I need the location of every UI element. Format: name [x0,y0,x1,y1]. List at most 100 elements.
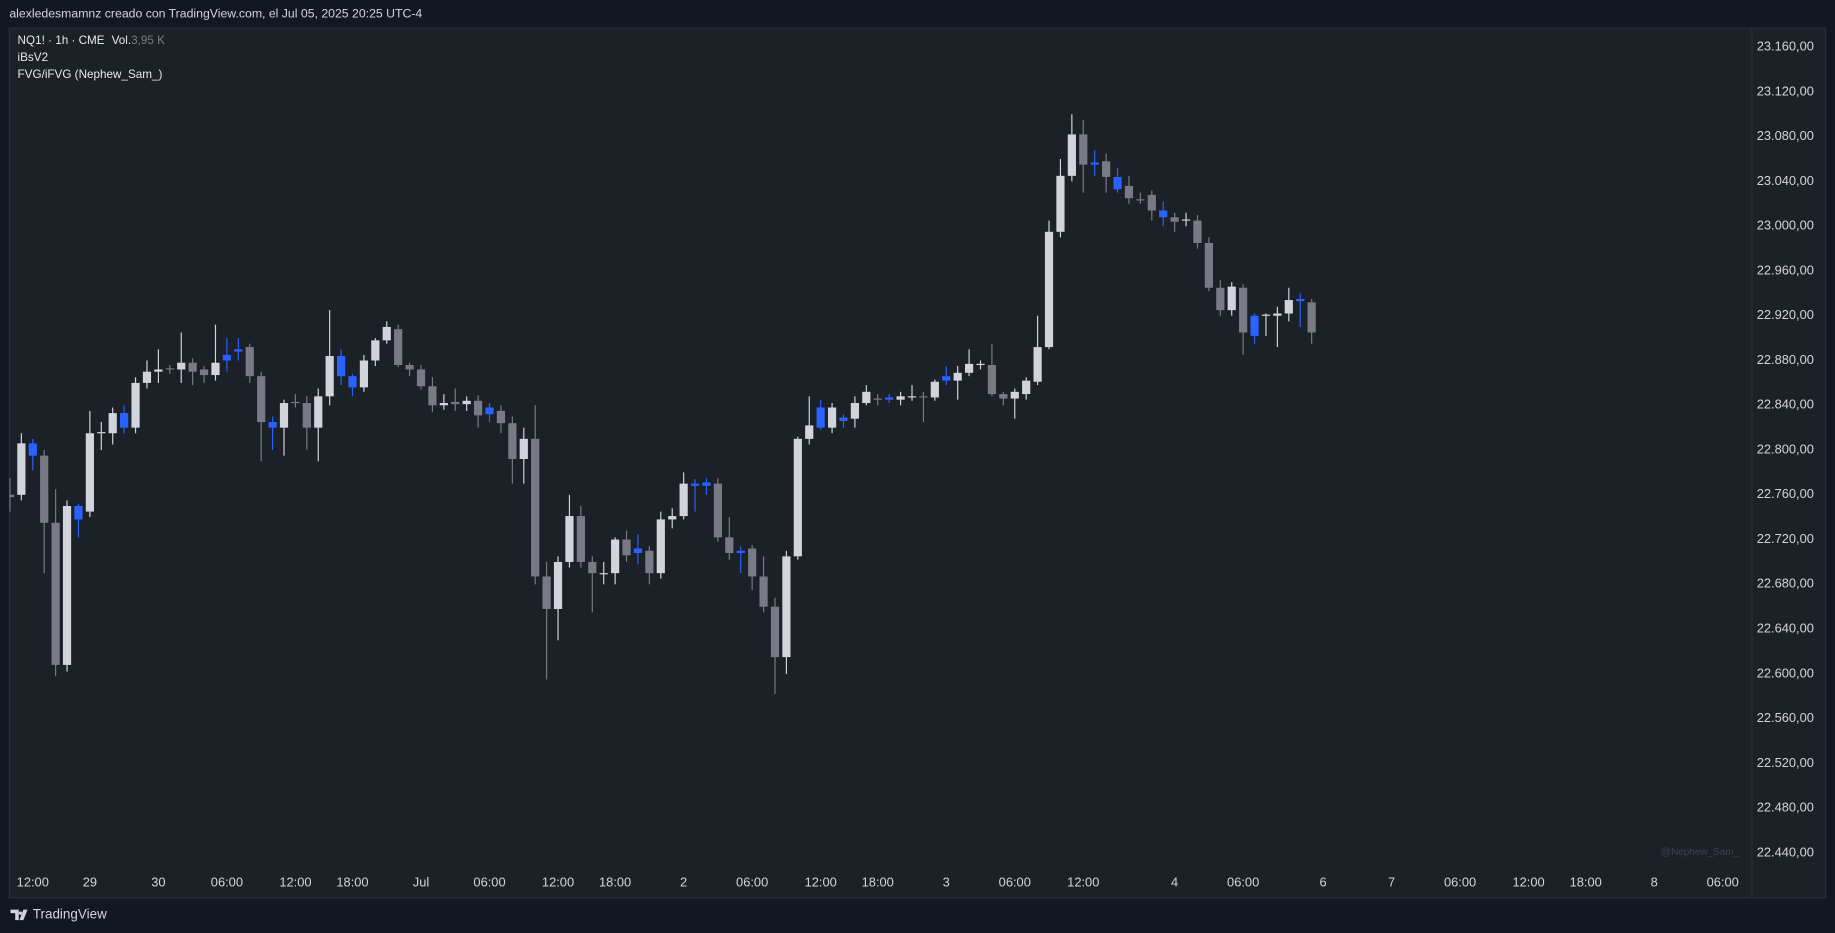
candle-body [1261,314,1271,316]
x-tick-label: 3 [943,875,950,890]
candle-body [234,349,243,352]
candle-body [1159,210,1168,218]
candle-body [245,347,254,377]
candle-body [1147,194,1156,211]
candle-body [314,396,323,428]
candle-body [668,516,677,520]
candle-body [9,494,15,498]
candle-body [382,326,391,341]
x-tick-label: 06:00 [999,875,1031,890]
candle-body [348,376,357,388]
y-tick-label: 22.840,00 [1757,397,1814,412]
candle-body [953,372,962,381]
candle-body [74,505,83,520]
x-tick-label: 12:00 [542,875,574,890]
candle-body [508,423,517,459]
candle-body [1227,286,1236,311]
y-tick-label: 22.520,00 [1757,755,1814,770]
candle-body [28,443,37,456]
candle-body [142,371,152,383]
candle-body [325,356,334,397]
candle-body [1033,347,1042,382]
candle-body [199,369,209,376]
candle-body [679,483,688,517]
candle-body [1216,287,1225,311]
symbol: NQ1! · 1h · CME [18,34,105,47]
x-tick-label: 12:00 [805,875,837,890]
candle-body [1079,134,1088,165]
candle-body [930,381,939,398]
candle-body [633,548,643,554]
candle-body [1113,176,1122,190]
candle-body [439,403,448,406]
y-tick-label: 23.080,00 [1757,128,1814,143]
y-tick-label: 23.040,00 [1757,173,1814,188]
candle-body [862,391,871,404]
candle-body [553,561,563,609]
y-tick-label: 23.000,00 [1757,218,1814,233]
candle-body [1022,380,1031,395]
candle-body [645,550,654,574]
x-tick-label: 29 [83,875,97,890]
y-tick-label: 22.920,00 [1757,307,1814,322]
x-tick-label: 4 [1171,875,1178,890]
candle-body [690,483,700,486]
candle-body [748,548,757,577]
y-tick-label: 22.680,00 [1757,576,1814,591]
y-tick-label: 22.800,00 [1757,441,1814,456]
candle-body [713,483,722,538]
candle-body [291,401,300,404]
candle-body [519,438,528,459]
candle-body [40,455,49,523]
candle-body [793,438,802,557]
candle-body [165,368,174,370]
x-tick-label: 06:00 [1227,875,1259,890]
candle-body [302,403,311,428]
candle-body [120,413,129,428]
volume-label: Vol. [112,34,131,47]
x-tick-label: 12:00 [1067,875,1099,890]
candle-body [17,443,26,495]
candle-body [1204,242,1213,288]
y-tick-label: 22.640,00 [1757,621,1814,636]
x-tick-label: 6 [1319,875,1326,890]
x-tick-label: 12:00 [17,875,49,890]
candle-body [873,398,882,400]
candle-body [759,576,768,607]
y-tick-label: 22.600,00 [1757,665,1814,680]
candle-body [576,516,585,562]
x-tick-label: 18:00 [862,875,894,890]
y-tick-label: 22.880,00 [1757,352,1814,367]
candle-body [154,369,163,372]
indicator: FVG/iFVG (Nephew_Sam_) [18,68,163,81]
x-tick-label: 12:00 [1513,875,1545,890]
watermark: @Nephew_Sam_ [1661,847,1739,858]
candle-body [1284,300,1293,314]
candle-body [770,606,780,658]
candle-body [1307,302,1316,333]
x-tick-label: 2 [680,875,687,890]
candle-body [1250,315,1259,336]
x-tick-label: 06:00 [736,875,768,890]
candle-body [816,407,825,428]
x-tick-label: 06:00 [473,875,505,890]
x-tick-label: 06:00 [1707,875,1739,890]
candle-body [1056,175,1065,232]
candle-body [211,362,220,376]
candle-body [588,561,597,574]
candle-body [1296,298,1305,302]
candle-body [1136,199,1145,201]
x-tick-label: 18:00 [336,875,368,890]
candle-body [51,522,60,665]
candle-body [611,539,620,574]
legend-line: NQ1! · 1h · CME Vol.3,95 K [18,34,166,47]
candle-body [565,516,574,562]
candle-body [279,403,289,428]
candle-body [1170,217,1179,222]
x-tick-label: 7 [1388,875,1395,890]
candle-body [108,413,117,434]
candle-body [885,397,894,400]
y-tick-label: 22.440,00 [1757,844,1814,859]
x-tick-label: 12:00 [279,875,311,890]
